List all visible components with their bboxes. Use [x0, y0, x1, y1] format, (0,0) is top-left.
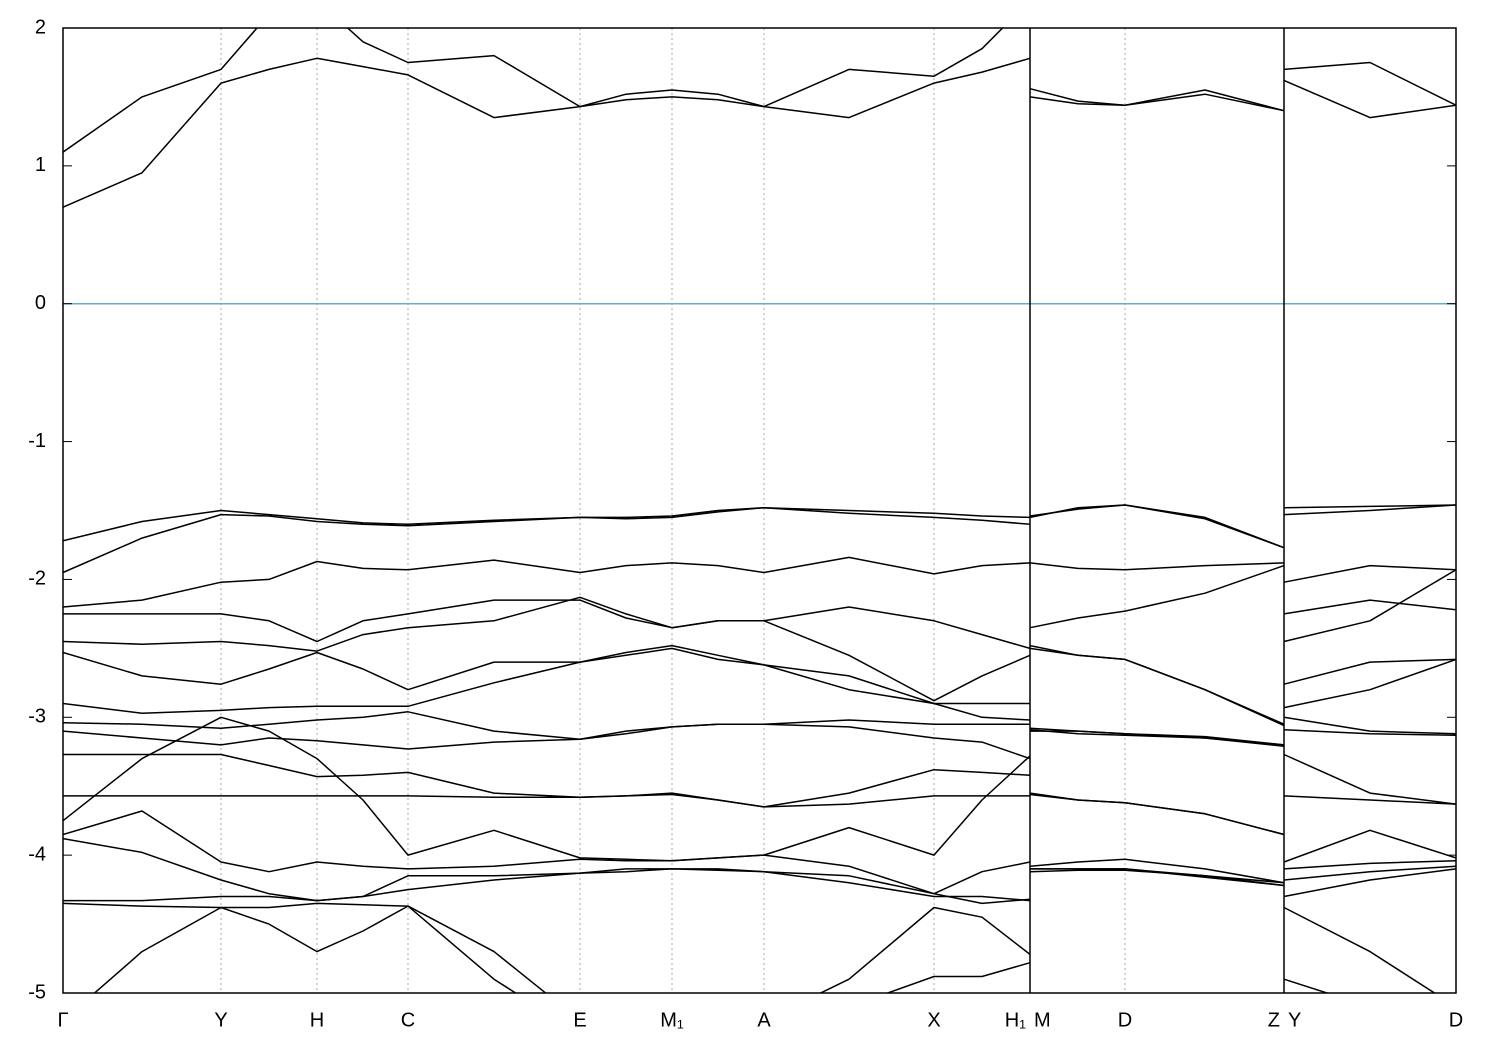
x-tick-label: X	[927, 1009, 940, 1031]
x-tick-label: Z	[1268, 1009, 1280, 1031]
y-tick-label: -5	[28, 981, 46, 1003]
x-tick-label: M₁	[660, 1009, 684, 1031]
band-line	[63, 723, 1456, 760]
y-tick-label: 0	[35, 292, 46, 314]
x-tick-label: E	[573, 1009, 586, 1031]
band-line	[63, 504, 1456, 574]
y-tick-label: 1	[35, 154, 46, 176]
x-tick-label: H₁	[1005, 1009, 1026, 1031]
y-tick-label: 2	[35, 16, 46, 38]
x-tick-label: D	[1118, 1009, 1132, 1031]
band-line	[63, 868, 1456, 902]
x-tick-label: Γ	[57, 1009, 68, 1031]
band-line	[63, 793, 1456, 836]
x-tick-label: Y	[1288, 1009, 1301, 1031]
band-line	[63, 556, 1456, 608]
y-tick-label: -1	[28, 430, 46, 452]
band-line	[63, 902, 1436, 993]
y-tick-label: -2	[28, 568, 46, 590]
x-tick-label: H	[310, 1009, 324, 1031]
x-tick-label: Y	[214, 1009, 227, 1031]
x-tick-label: A	[757, 1009, 771, 1031]
plot-frame	[62, 27, 1457, 994]
band-line	[63, 716, 1456, 884]
x-tick-label: D	[1449, 1009, 1463, 1031]
band-line	[63, 28, 1456, 153]
band-line	[93, 905, 1330, 993]
y-tick-label: -3	[28, 706, 46, 728]
y-tick-label: -4	[28, 843, 46, 865]
x-tick-label: C	[401, 1009, 415, 1031]
band-line	[63, 564, 1456, 650]
bands	[63, 28, 1456, 993]
x-tick-label: M	[1034, 1009, 1051, 1031]
